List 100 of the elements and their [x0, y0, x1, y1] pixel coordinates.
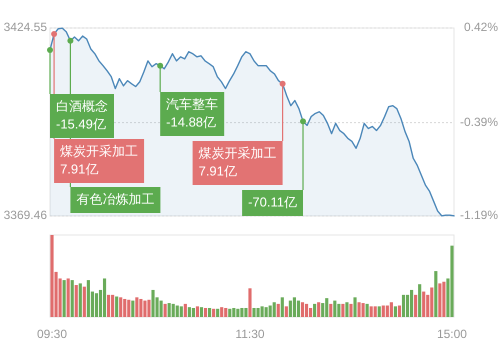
bar — [220, 307, 224, 317]
bar — [248, 288, 252, 317]
x-tick-label: 09:30 — [37, 327, 68, 342]
bar — [200, 307, 204, 317]
bar — [70, 280, 74, 317]
bar — [240, 308, 244, 317]
bar — [172, 304, 175, 317]
bar — [418, 284, 422, 317]
bar — [317, 302, 320, 317]
bar — [127, 300, 130, 317]
bar — [410, 290, 414, 317]
annotation: -70.11亿 — [248, 194, 298, 210]
bar — [244, 308, 248, 317]
x-tick-label: 15:00 — [436, 327, 468, 342]
x-tick-label: 11:30 — [235, 327, 265, 342]
bar — [228, 308, 232, 317]
bar — [188, 307, 191, 317]
bar — [309, 308, 312, 317]
bar — [268, 306, 272, 317]
bar — [119, 297, 122, 317]
bar — [232, 308, 236, 317]
annotation: 煤炭开采加工 7.91亿 — [198, 145, 277, 178]
bar — [349, 304, 353, 317]
bar — [333, 300, 336, 317]
bar — [390, 302, 393, 317]
bar — [394, 306, 397, 317]
bar — [115, 296, 118, 317]
bar — [260, 306, 264, 317]
bar — [78, 283, 82, 317]
bar — [292, 297, 296, 317]
bar — [300, 302, 304, 317]
bar — [438, 283, 442, 317]
bar — [288, 300, 292, 317]
bar — [329, 304, 332, 317]
bar — [442, 282, 446, 317]
bar — [131, 300, 134, 317]
annotation: 有色冶炼加工 — [76, 191, 154, 206]
bar — [143, 300, 147, 317]
bar — [204, 308, 208, 317]
bar — [280, 297, 284, 317]
bar — [284, 306, 288, 317]
bar — [341, 304, 344, 317]
bar — [192, 308, 195, 317]
bar — [164, 304, 167, 317]
bar — [216, 308, 220, 317]
bar — [107, 294, 110, 317]
bar — [450, 246, 454, 317]
y2-tick-label: -0.39% — [460, 114, 498, 129]
bar — [362, 303, 365, 317]
bar — [139, 298, 142, 317]
bar — [374, 306, 377, 317]
bar — [353, 297, 357, 317]
bar — [378, 306, 381, 317]
bar — [123, 298, 126, 317]
bar — [414, 294, 418, 317]
bar — [272, 302, 276, 317]
annotation: 汽车整车 -14.88亿 — [166, 96, 218, 130]
bar — [208, 308, 212, 317]
bar — [168, 303, 171, 317]
bar — [304, 304, 308, 317]
bar — [434, 271, 438, 317]
bar — [296, 300, 300, 317]
bar — [74, 285, 78, 317]
bar — [370, 306, 373, 317]
bar — [111, 294, 114, 317]
bar — [366, 304, 369, 317]
bar — [337, 304, 340, 317]
bar — [82, 286, 86, 317]
bar — [252, 308, 256, 317]
bar — [180, 306, 183, 317]
bar — [313, 304, 316, 317]
bar — [147, 300, 151, 317]
bar — [345, 302, 349, 317]
bar — [86, 280, 90, 317]
bar — [151, 290, 155, 317]
bar — [430, 287, 434, 317]
annotation: 白酒概念 -15.49亿 — [56, 98, 108, 132]
bar — [276, 304, 280, 317]
bar — [256, 308, 260, 317]
bar — [196, 306, 200, 317]
bar — [50, 235, 54, 317]
bar — [212, 308, 216, 317]
bar — [135, 297, 138, 317]
bar — [386, 306, 389, 317]
bar — [236, 308, 240, 317]
y2-tick-label: 0.42% — [464, 20, 498, 34]
annotation: 煤炭开采加工 7.91亿 — [60, 143, 138, 176]
bar — [325, 298, 328, 317]
y-tick-label: 3369.46 — [4, 208, 48, 222]
bar — [224, 308, 228, 317]
bar — [422, 292, 426, 317]
bar — [184, 304, 187, 317]
bar — [264, 307, 268, 317]
bar — [62, 280, 66, 317]
bar — [382, 306, 385, 317]
y2-tick-label: -1.19% — [460, 208, 498, 222]
bar — [357, 302, 361, 317]
bar — [160, 300, 163, 317]
bar — [398, 306, 402, 317]
bar — [102, 278, 106, 317]
